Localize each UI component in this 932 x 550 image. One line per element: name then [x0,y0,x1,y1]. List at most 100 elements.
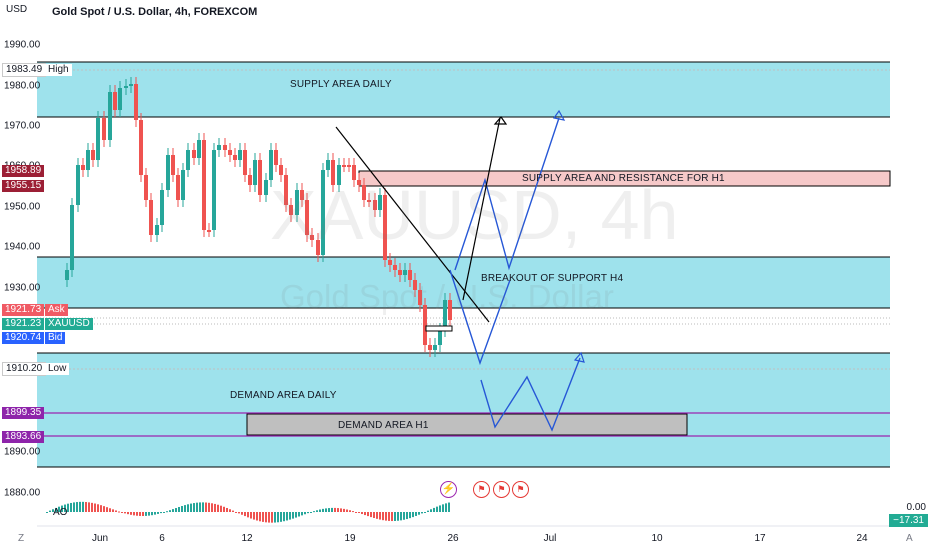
candle-body [70,205,74,270]
ao-bar [100,505,102,512]
candle-body [423,305,427,345]
ao-bar [238,512,240,514]
ao-bar [370,512,372,518]
auto-scale-button[interactable]: A [906,533,913,544]
ao-bar [247,512,249,518]
ao-bar [403,512,405,520]
ao-bar [175,508,177,512]
ao-bar [181,506,183,512]
timezone-button[interactable]: Z [18,533,25,544]
ao-bar [139,512,141,516]
candle-body [192,150,196,158]
candle-body [86,150,90,170]
ao-bar [304,512,306,515]
ao-bar [121,512,123,513]
candle-body [337,165,341,185]
ao-bar [61,505,63,512]
candle-body [253,160,257,185]
candle-body [408,270,412,280]
ao-bar [202,502,204,512]
ao-bar [223,506,225,512]
ao-bar [280,512,282,522]
candle-body [433,345,437,350]
candle-body [258,160,262,195]
ao-bar [376,512,378,519]
ao-bar [361,512,363,515]
us-flag-event-icon[interactable]: ⚑ [473,481,490,498]
demand-h1-label: DEMAND AREA H1 [338,420,429,431]
ao-bar [364,512,366,516]
ao-bar [178,506,180,512]
candle-body [300,190,304,200]
candle-body [289,205,293,215]
indicator-name[interactable]: AO [53,507,68,518]
ao-bar [421,512,423,514]
lightning-icon[interactable]: ⚡ [440,481,457,498]
ao-bar [427,510,429,512]
ao-bar [232,510,234,512]
ao-bar [415,512,417,516]
time-tick: 26 [447,533,459,544]
ao-bar [388,512,390,521]
ao-bar [190,503,192,512]
candle-body [228,150,232,155]
ao-bar [136,512,138,516]
currency-label: USD [6,4,28,15]
ao-bar [124,512,126,514]
candle-body [144,175,148,200]
supply-zone-daily [37,62,890,117]
price-tick: 1940.00 [4,241,41,253]
candle-body [326,160,330,170]
ao-bar [85,502,87,512]
price-tag-1958: 1958.89 [2,165,45,177]
ao-bar [322,508,324,512]
low-price-tag: 1910.20 [2,362,47,376]
symbol-label: XAUUSD [45,318,93,330]
ao-bar [109,508,111,512]
price-tick: 1930.00 [4,282,41,294]
ao-bar [235,511,237,513]
candle-body [171,155,175,175]
projection-path-2 [454,117,560,271]
ao-bar [82,501,84,512]
ao-bar [316,510,318,512]
ao-bar [307,512,309,514]
ao-bar [442,504,444,512]
ao-bar [97,504,99,512]
candle-body [124,86,128,88]
candle-body [212,150,216,230]
ao-bar [154,512,156,515]
ao-bar [328,508,330,512]
candle-body [186,150,190,170]
ao-bar [70,502,72,512]
ao-bar [391,512,393,522]
ao-bar [211,503,213,512]
ao-bar [52,509,54,512]
ao-bar [355,512,357,513]
ao-bar [367,512,369,517]
ao-bar [268,512,270,523]
ao-bar [241,512,243,515]
ao-bar [292,512,294,519]
ao-bar [436,506,438,512]
time-tick: 19 [344,533,356,544]
candle-body [149,200,153,235]
ao-bar [73,502,75,512]
candle-body [398,270,402,275]
time-tick: 10 [651,533,663,544]
ao-bar [274,512,276,523]
ao-bar [64,504,66,512]
candle-body [155,225,159,235]
ao-bar [88,502,90,512]
us-flag-event-icon[interactable]: ⚑ [512,481,529,498]
candle-body [102,118,106,140]
price-tick: 1980.00 [4,80,41,92]
ao-bar [160,512,162,514]
time-tick: 12 [241,533,253,544]
time-tick: 17 [754,533,766,544]
breakout-h4-label: BREAKOUT OF SUPPORT H4 [481,273,624,284]
ao-bar [157,512,159,514]
us-flag-event-icon[interactable]: ⚑ [493,481,510,498]
price-tick: 1880.00 [4,487,41,499]
